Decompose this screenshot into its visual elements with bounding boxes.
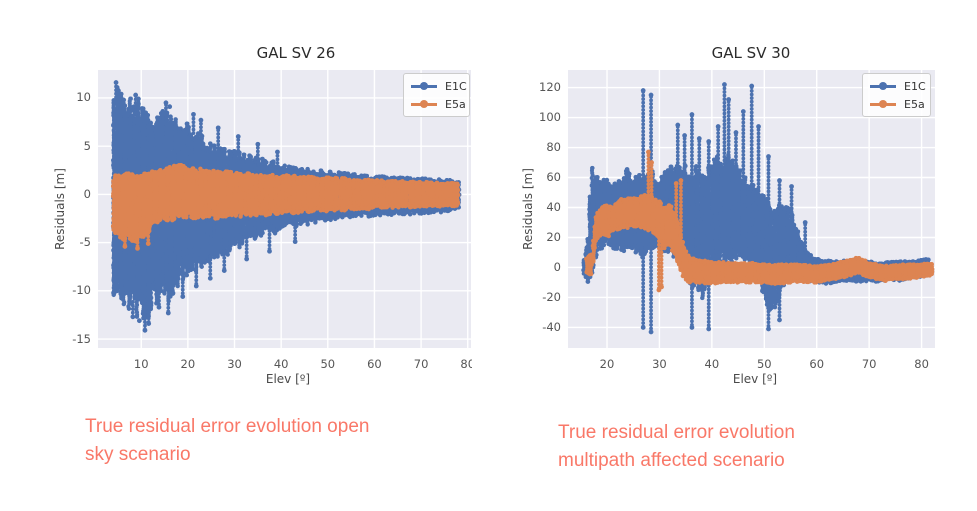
legend-marker-line	[411, 82, 437, 91]
y-tick-label: 0	[553, 259, 561, 274]
x-tick-label: 50	[320, 357, 336, 371]
y-tick-label: -20	[542, 289, 561, 304]
x-tick-label: 70	[413, 357, 429, 371]
legend-marker-dot	[879, 82, 887, 91]
x-tick-label: 40	[273, 357, 289, 371]
x-tick-label: 20	[599, 357, 615, 371]
x-tick-labels-sv26: 10 20 30 40 50 60 70 80	[98, 356, 472, 372]
legend-label: E1C	[904, 80, 926, 93]
legend-marker-line	[870, 82, 896, 91]
caption-multipath-line1: True residual error evolution	[558, 422, 795, 443]
y-tick-label: -40	[542, 319, 561, 334]
caption-multipath: True residual error evolution multipath a…	[558, 419, 795, 475]
x-tick-label: 60	[809, 357, 825, 371]
chart-title-sv30: GAL SV 30	[711, 44, 791, 62]
y-tick-label: 10	[76, 90, 91, 105]
caption-open-sky-line2: sky scenario	[85, 444, 191, 465]
y-tick-label: 60	[546, 170, 561, 184]
legend-marker-dot	[879, 100, 887, 109]
legend-label: E5a	[445, 98, 466, 111]
x-tick-label: 30	[227, 357, 242, 371]
caption-open-sky: True residual error evolution open sky sc…	[85, 413, 369, 469]
legend-entry: E5a	[870, 97, 925, 112]
caption-open-sky-line1: True residual error evolution open	[85, 416, 370, 437]
x-tick-label: 60	[367, 357, 382, 371]
y-tick-label: 5	[83, 138, 91, 153]
x-tick-label: 10	[133, 357, 149, 371]
y-tick-label: 0	[83, 186, 91, 201]
legend-sv30: E1C E5a	[862, 73, 931, 117]
legend-sv26: E1C E5a	[403, 73, 470, 117]
x-tick-label: 50	[756, 357, 772, 371]
y-tick-label: 20	[546, 229, 561, 244]
y-tick-label: -15	[72, 331, 91, 346]
x-tick-label: 70	[861, 357, 877, 371]
y-tick-label: 80	[546, 140, 561, 155]
legend-entry: E1C	[411, 79, 467, 94]
y-tick-label: 120	[539, 80, 561, 95]
x-tick-label: 20	[180, 357, 196, 371]
legend-marker-line	[411, 100, 437, 109]
legend-marker-dot	[420, 82, 428, 91]
x-tick-label: 80	[914, 357, 929, 371]
legend-label: E1C	[445, 80, 467, 93]
legend-entry: E1C	[870, 79, 926, 94]
x-tick-label: 30	[652, 357, 667, 371]
y-tick-label: 40	[546, 200, 561, 214]
x-tick-label: 40	[704, 357, 720, 371]
x-axis-label-sv30: Elev [º]	[732, 372, 778, 386]
caption-multipath-line2: multipath affected scenario	[558, 450, 785, 471]
y-tick-label: 100	[539, 110, 561, 125]
legend-entry: E5a	[411, 97, 466, 112]
x-tick-label: 80	[460, 357, 472, 371]
legend-marker-line	[870, 100, 896, 109]
legend-label: E5a	[904, 98, 925, 111]
x-tick-labels-sv30: 20 30 40 50 60 70 80	[568, 356, 948, 372]
y-tick-label: -10	[72, 283, 91, 298]
legend-marker-dot	[420, 100, 428, 109]
y-tick-label: -5	[79, 235, 91, 250]
chart-title-sv26: GAL SV 26	[256, 44, 336, 62]
x-axis-label-sv26: Elev [º]	[265, 372, 311, 386]
